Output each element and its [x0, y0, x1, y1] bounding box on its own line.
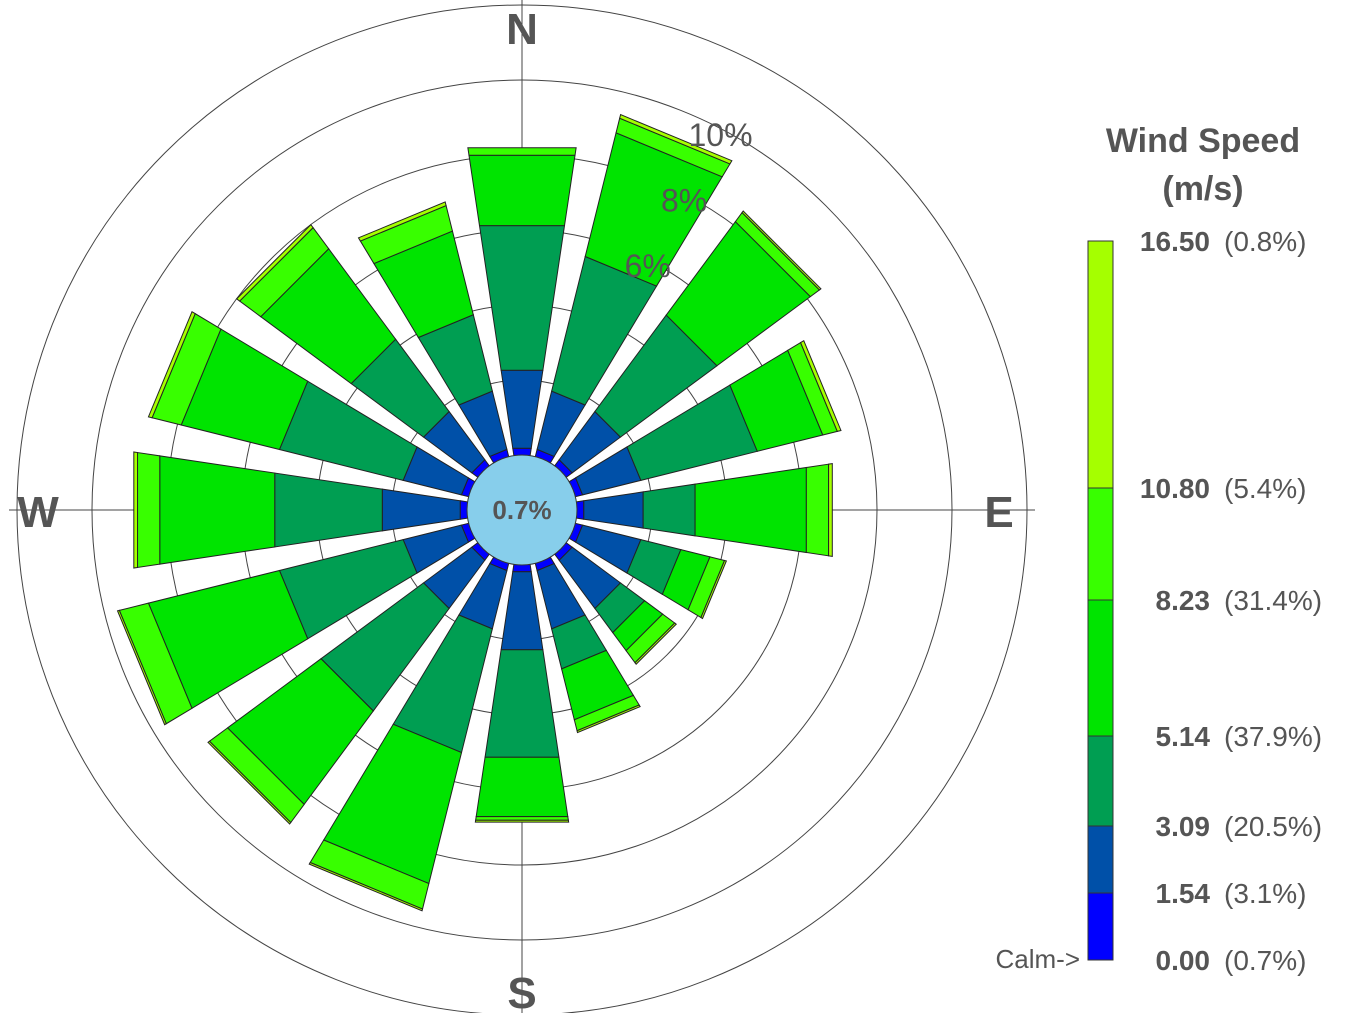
legend-percent-4: (20.5%) — [1224, 811, 1322, 842]
legend-calm-pointer: Calm-> — [995, 944, 1080, 974]
legend-value-1: 10.80 — [1140, 473, 1210, 504]
petals — [116, 113, 842, 912]
petal-dir-0-bin-1 — [500, 369, 544, 449]
legend-value-3: 5.14 — [1156, 721, 1211, 752]
petal-dir-180-bin-1 — [500, 571, 544, 651]
ring-label-8: 8% — [661, 183, 707, 219]
legend-value-5: 1.54 — [1156, 878, 1211, 909]
ring-label-10: 10% — [688, 117, 752, 153]
legend-value-0: 16.50 — [1140, 226, 1210, 257]
petal-dir-180-bin-5 — [474, 819, 570, 823]
petal-dir-22.5-bin-5 — [619, 113, 733, 165]
petal-dir-315-bin-5 — [235, 223, 314, 302]
south-label: S — [507, 969, 536, 1013]
legend-band-3 — [1088, 736, 1113, 826]
petal-dir-225-bin-5 — [207, 740, 292, 825]
petal-dir-270-bin-3 — [159, 455, 276, 565]
petal-dir-45-bin-5 — [741, 210, 822, 291]
petal-dir-90-bin-1 — [583, 491, 644, 529]
petal-dir-270-bin-0 — [459, 500, 469, 520]
petal-dir-270-bin-1 — [381, 488, 461, 532]
legend-percent-3: (37.9%) — [1224, 721, 1322, 752]
legend-colorbar — [1087, 240, 1114, 961]
legend-band-2 — [1088, 600, 1113, 736]
petal-dir-180-bin-3 — [475, 756, 569, 818]
calm-label: 0.7% — [492, 495, 551, 525]
petal-dir-0-bin-3 — [468, 154, 576, 227]
petal-dir-292.5-bin-5 — [147, 310, 196, 419]
legend-band-1 — [1088, 488, 1113, 600]
legend-percent-6: (0.7%) — [1224, 945, 1306, 976]
petal-dir-90-bin-0 — [575, 500, 585, 520]
petal-dir-90-bin-4 — [805, 463, 830, 557]
petal-dir-0-bin-2 — [478, 225, 566, 371]
petal-dir-90-bin-3 — [694, 466, 807, 554]
petal-dir-202.5-bin-5 — [308, 861, 424, 912]
petal-dir-0-bin-0 — [512, 447, 532, 457]
legend-labels: 16.50 (0.8%) 10.80 (5.4%) 8.23 (31.4%) 5.14 (37… — [1140, 226, 1322, 976]
legend-title-line1: Wind Speed — [1106, 122, 1300, 160]
petal-dir-180-bin-0 — [512, 563, 532, 573]
calm-circle-group: 0.7% — [466, 454, 578, 566]
petal-dir-67.5-bin-5 — [799, 339, 842, 432]
petal-dir-337.5-bin-5 — [357, 201, 447, 242]
legend-value-4: 3.09 — [1156, 811, 1211, 842]
petal-dir-270-bin-2 — [274, 472, 383, 548]
petal-dir-180-bin-2 — [484, 649, 560, 758]
legend-band-4 — [1088, 826, 1113, 893]
legend-percent-5: (3.1%) — [1224, 878, 1306, 909]
legend-percent-1: (5.4%) — [1224, 473, 1306, 504]
legend-value-6: 0.00 — [1156, 945, 1211, 976]
petal-dir-270-bin-4 — [137, 451, 161, 569]
legend-percent-2: (31.4%) — [1224, 585, 1322, 616]
ring-labels: 6% 8% 10% — [625, 117, 753, 284]
petal-dir-157.5-bin-5 — [576, 704, 641, 734]
ring-label-6: 6% — [625, 248, 671, 284]
petal-dir-180-bin-4 — [475, 816, 569, 821]
petal-dir-112.5-bin-5 — [700, 559, 728, 620]
legend-value-2: 8.23 — [1156, 585, 1211, 616]
legend-percent-0: (0.8%) — [1224, 226, 1306, 257]
petal-dir-90-bin-2 — [642, 483, 696, 537]
legend-title-line2: (m/s) — [1162, 170, 1243, 208]
petal-dir-270-bin-5 — [133, 451, 139, 569]
petal-dir-90-bin-5 — [828, 463, 833, 557]
legend: Wind Speed (m/s) 16.50 (0.8%) 10.80 (5.4%) 8… — [995, 122, 1322, 976]
east-label: E — [984, 488, 1013, 537]
north-label: N — [506, 5, 538, 54]
legend-band-5 — [1088, 893, 1113, 960]
legend-band-0 — [1088, 241, 1113, 488]
calm-circle — [466, 454, 578, 566]
west-label: W — [17, 488, 59, 537]
petal-dir-0-bin-4 — [467, 147, 577, 156]
petal-dir-247.5-bin-5 — [116, 609, 167, 726]
petal-dir-135-bin-5 — [634, 622, 678, 666]
